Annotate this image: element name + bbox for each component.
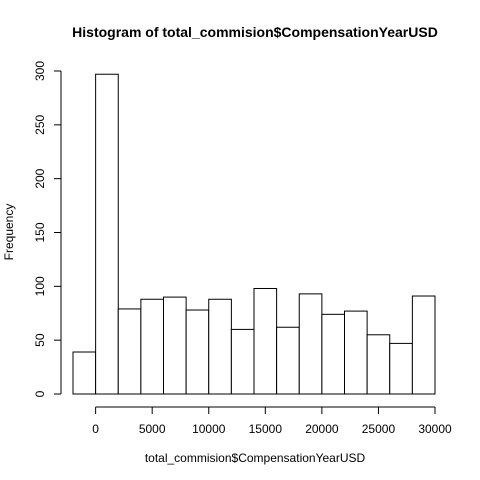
histogram-bar <box>389 342 413 395</box>
y-tick-label: 300 <box>33 61 47 81</box>
y-tick-label: 200 <box>33 168 47 188</box>
x-tick-label: 15000 <box>249 422 283 436</box>
histogram-bar <box>185 309 210 395</box>
x-tick-label: 25000 <box>362 422 396 436</box>
x-tick-label: 0 <box>92 422 99 436</box>
histogram-bar <box>140 298 164 395</box>
bars-group <box>72 73 436 395</box>
y-tick-label: 0 <box>33 390 47 397</box>
histogram-bar <box>230 328 255 395</box>
histogram-bar <box>298 293 323 395</box>
x-axis: 0 5000 10000 15000 20000 25000 30000 <box>92 406 452 436</box>
y-tick-label: 50 <box>33 333 47 347</box>
histogram-bar <box>276 326 300 395</box>
y-tick-label: 150 <box>33 222 47 242</box>
histogram-bar <box>253 287 278 395</box>
histogram-bar <box>163 296 187 395</box>
histogram-bar <box>366 334 391 395</box>
x-tick-label: 20000 <box>305 422 339 436</box>
y-axis: 0 50 100 150 200 250 300 <box>33 61 62 397</box>
x-tick-label: 5000 <box>139 422 166 436</box>
y-axis-label: Frequency <box>2 204 16 261</box>
y-tick-label: 250 <box>33 115 47 135</box>
histogram-bar <box>411 295 436 395</box>
x-tick-label: 30000 <box>418 422 452 436</box>
x-axis-label: total_commision$CompensationYearUSD <box>145 451 366 465</box>
histogram-bar <box>95 73 119 395</box>
histogram-bar <box>321 313 345 395</box>
histogram-bar <box>72 351 97 395</box>
x-tick-label: 10000 <box>192 422 226 436</box>
histogram-bar <box>208 298 232 395</box>
chart-title: Histogram of total_commision$Compensatio… <box>72 24 438 40</box>
y-tick-label: 100 <box>33 276 47 296</box>
histogram-bar <box>117 308 142 395</box>
histogram-bar <box>344 310 368 395</box>
